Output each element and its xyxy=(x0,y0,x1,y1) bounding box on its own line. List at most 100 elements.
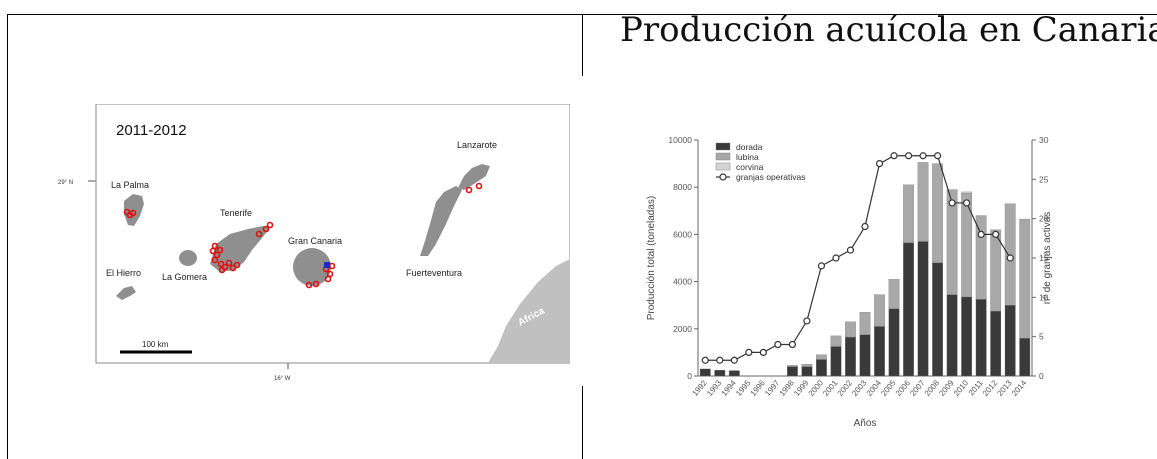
tenerife-island xyxy=(210,226,270,272)
line-point xyxy=(919,152,927,160)
line-point xyxy=(832,254,840,262)
bar-dorada xyxy=(932,262,943,377)
bar-dorada xyxy=(961,296,973,377)
farm-markers xyxy=(123,182,483,289)
bar-dorada xyxy=(699,368,711,377)
bar-lubina xyxy=(801,364,813,367)
bar-corvina xyxy=(961,191,973,194)
y-tick-label: 0 xyxy=(687,371,692,381)
line-point xyxy=(716,356,724,364)
line-point xyxy=(817,262,826,270)
farm-marker xyxy=(305,281,313,289)
farm-marker xyxy=(233,261,241,269)
bar-lubina xyxy=(1019,218,1031,339)
bar-lubina xyxy=(990,229,1002,312)
bar-lubina xyxy=(932,163,943,263)
bar-lubina xyxy=(903,184,914,243)
farm-marker xyxy=(217,260,225,268)
farm-marker xyxy=(209,247,217,255)
la-gomera-label: La Gomera xyxy=(162,272,207,282)
farm-marker xyxy=(262,225,270,233)
chart-axis-labels: Años Producción total (toneladas) nº de gr… xyxy=(646,196,1053,429)
lanzarote-label: Lanzarote xyxy=(457,140,497,150)
bar-dorada xyxy=(728,370,740,377)
farm-marker xyxy=(324,275,332,283)
bar-dorada xyxy=(903,242,914,377)
bar-dorada xyxy=(874,326,885,377)
gran-canaria-label: Gran Canaria xyxy=(288,236,342,246)
line-point xyxy=(803,317,811,325)
line-point xyxy=(1006,254,1014,262)
bar-lubina xyxy=(888,279,900,309)
y2-tick-label: 10 xyxy=(1039,292,1049,302)
legend-swatch-corvina xyxy=(715,162,731,171)
farm-marker xyxy=(266,221,274,229)
farm-marker xyxy=(211,256,219,264)
bar-lubina xyxy=(816,354,827,360)
y2-tick-label: 0 xyxy=(1039,371,1044,381)
column-divider-upper xyxy=(582,14,583,76)
x-tick-label: 2004 xyxy=(865,378,884,398)
bar-lubina xyxy=(859,312,871,335)
y2-tick-label: 15 xyxy=(1039,253,1049,263)
x-tick-label: 2007 xyxy=(908,378,927,398)
chart-line xyxy=(701,152,1014,364)
line-point xyxy=(774,340,782,349)
map-frame xyxy=(95,104,570,364)
x-tick-label: 2001 xyxy=(821,378,840,398)
x-tick-label: 2012 xyxy=(981,378,1000,398)
x-tick-label: 1999 xyxy=(792,378,811,398)
x-tick-label: 2009 xyxy=(937,378,956,398)
farm-marker xyxy=(129,209,137,217)
bar-dorada xyxy=(859,334,871,377)
bar-dorada xyxy=(830,346,842,377)
bar-lubina xyxy=(830,335,842,347)
fuerteventura-label: Fuerteventura xyxy=(406,268,462,278)
farm-marker xyxy=(312,280,320,288)
legend-swatch-dorada xyxy=(715,142,731,151)
x-tick-label: 1992 xyxy=(690,378,709,398)
x-tick-label: 1994 xyxy=(720,378,739,398)
farm-marker xyxy=(229,264,237,272)
y2-tick-label: 20 xyxy=(1039,214,1049,224)
bar-lubina xyxy=(946,189,958,295)
line-point xyxy=(759,348,767,356)
x-tick-label: 2002 xyxy=(836,378,855,398)
tenerife-label: Tenerife xyxy=(220,208,252,218)
y2-tick-label: 25 xyxy=(1039,174,1049,184)
y-tick-label: 8000 xyxy=(673,182,692,192)
bar-dorada xyxy=(888,308,900,377)
lanzarote-island xyxy=(458,164,490,190)
x-tick-label: 2005 xyxy=(879,378,898,398)
y-tick-label: 4000 xyxy=(673,277,692,287)
line-point xyxy=(963,199,971,207)
x-tick-label: 1996 xyxy=(749,378,768,398)
x-tick-label: 2008 xyxy=(923,378,942,398)
x-tick-label: 1993 xyxy=(705,378,724,398)
bar-dorada xyxy=(946,294,958,377)
chart-bars xyxy=(699,162,1031,377)
x-tick-label: 2006 xyxy=(894,378,913,398)
bar-lubina xyxy=(917,162,929,242)
farm-marker xyxy=(216,246,224,254)
africa-landmass xyxy=(488,259,570,363)
bar-dorada xyxy=(917,241,929,377)
line-granjas-operativas xyxy=(705,155,1011,361)
y2-axis-title: nº de granjas activas xyxy=(1042,212,1053,305)
x-tick-label: 2013 xyxy=(995,378,1014,398)
x-tick-label: 2000 xyxy=(807,378,826,398)
x-tick-label: 1995 xyxy=(734,378,753,398)
bar-dorada xyxy=(714,369,726,377)
x-tick-label: 2010 xyxy=(952,378,971,398)
map-period-label: 2011-2012 xyxy=(116,122,187,139)
y2-tick-label: 30 xyxy=(1039,135,1049,145)
bar-dorada xyxy=(1004,305,1016,377)
line-point xyxy=(861,222,869,231)
column-divider-lower xyxy=(582,386,583,459)
bar-lubina xyxy=(787,365,798,367)
fuerteventura-island xyxy=(420,186,462,256)
canary-islands-farm-map: 29° N 16° W 2011-2012 Africa La Palma El… xyxy=(58,104,570,382)
slide-title: Producción acuícola en Canarias xyxy=(620,10,1157,50)
line-point xyxy=(730,356,738,364)
